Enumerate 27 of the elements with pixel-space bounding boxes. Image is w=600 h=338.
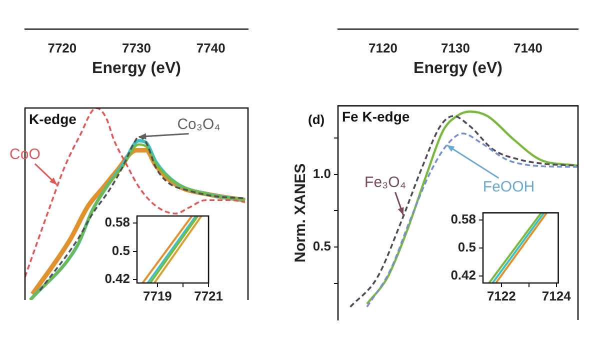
y-tick-label: 0.5: [312, 238, 331, 254]
chart-title: K-edge: [29, 110, 77, 127]
y-tick-label: 0.5: [112, 242, 130, 258]
x-tick-label: 7740: [196, 40, 226, 56]
annotation: FeOOH: [482, 178, 535, 196]
x-tick-label: 7719: [142, 288, 172, 304]
y-tick-label: 0.58: [450, 211, 476, 226]
annotation: Fe₃O₄: [364, 174, 406, 192]
y-tick-label: 0.42: [104, 271, 130, 286]
x-tick-label: 7721: [194, 288, 223, 304]
x-axis-title: Energy (eV): [92, 60, 181, 77]
x-tick-label: 7120: [368, 40, 398, 56]
y-tick-label: 0.42: [450, 268, 476, 283]
y-tick-label: 0.58: [104, 214, 130, 230]
x-tick-label: 7720: [48, 40, 77, 56]
y-tick-label: 1.0: [312, 166, 331, 181]
x-tick-label: 7140: [514, 40, 542, 56]
annotation: Co₃O₄: [177, 116, 220, 133]
text: (d): [308, 112, 325, 127]
x-tick-label: 7124: [542, 288, 572, 304]
x-tick-label: 7730: [122, 40, 151, 56]
y-tick-label: 0.5: [458, 239, 476, 254]
x-axis-title: Energy (eV): [414, 60, 502, 77]
x-tick-label: 7130: [441, 40, 470, 56]
y-axis-title: Norm. XANES: [292, 163, 310, 262]
chart-title: Fe K-edge: [342, 108, 410, 125]
x-tick-label: 7122: [486, 288, 516, 304]
